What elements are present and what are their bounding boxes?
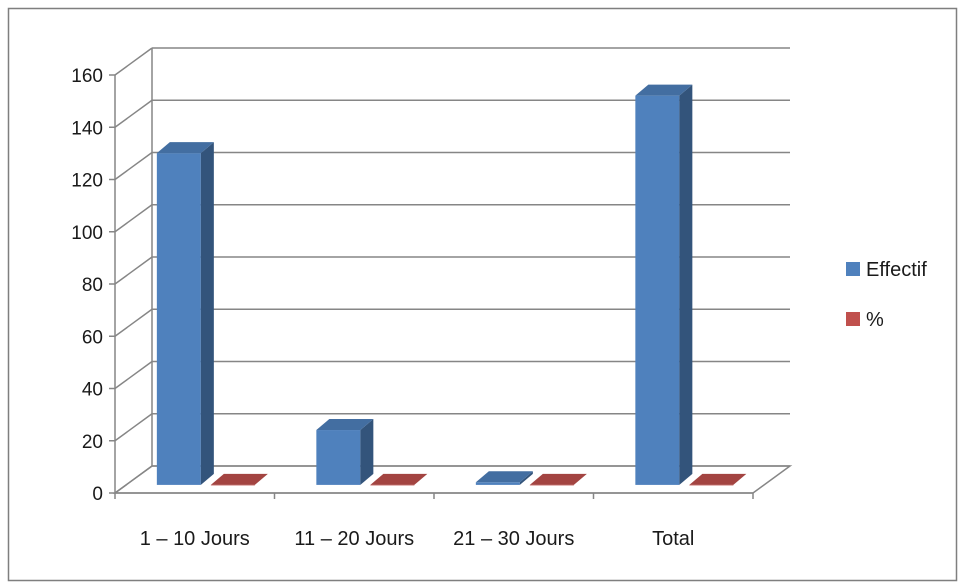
gridline-side <box>114 151 153 181</box>
legend-swatch <box>846 262 860 276</box>
bar-front <box>210 484 255 486</box>
bar <box>475 471 533 485</box>
bar-side <box>200 142 214 485</box>
legend-label: % <box>866 309 884 331</box>
y-tick-label: 20 <box>82 432 103 453</box>
bar-front <box>689 484 734 486</box>
chart-border <box>7 7 958 582</box>
bar-top <box>210 473 268 485</box>
bar-top <box>475 471 533 483</box>
bar <box>316 419 374 485</box>
bars <box>156 84 747 486</box>
bar-top <box>529 473 587 485</box>
x-axis-ticks: 1 – 10 Jours 11 – 20 Jours 21 – 30 Jours To… <box>114 493 754 550</box>
x-tick-label: 11 – 20 Jours <box>294 528 414 550</box>
bar <box>156 142 214 485</box>
bar-front <box>156 153 201 485</box>
bar <box>689 473 747 486</box>
legend-item: Effectif <box>846 259 927 281</box>
legend-label: Effectif <box>866 259 927 281</box>
x-tick-label: 21 – 30 Jours <box>453 528 574 550</box>
y-tick-label: 0 <box>92 484 103 505</box>
bar-top <box>635 84 693 96</box>
bar-side <box>360 419 374 485</box>
bar-side <box>519 471 533 485</box>
y-tick-label: 40 <box>82 380 103 401</box>
y-tick-label: 60 <box>82 327 103 348</box>
gridline-side <box>114 413 153 442</box>
y-tick-label: 80 <box>82 275 103 296</box>
bar-front <box>635 95 680 485</box>
bar <box>210 473 268 486</box>
bar-top <box>156 142 214 154</box>
bar <box>635 84 693 485</box>
y-tick-label: 160 <box>71 66 103 87</box>
gridline-side <box>114 204 153 233</box>
y-tick-label: 120 <box>71 171 103 192</box>
bar-front <box>475 482 520 485</box>
gridline-side <box>114 308 153 337</box>
bar-top <box>689 473 747 485</box>
bar-side <box>679 84 693 485</box>
legend-item: % <box>846 309 884 331</box>
gridline-side <box>114 99 153 128</box>
y-tick-label: 140 <box>71 118 103 139</box>
bar-front <box>316 430 361 485</box>
y-tick-label: 100 <box>71 223 103 244</box>
gridline-side <box>114 47 153 76</box>
gridline-side <box>114 256 153 285</box>
x-tick-label: Total <box>652 528 694 550</box>
gridline-side <box>114 360 153 390</box>
legend-swatch <box>846 312 860 326</box>
gridline-side <box>114 465 153 494</box>
bar-front <box>529 484 574 486</box>
x-tick-label: 1 – 10 Jours <box>140 528 250 550</box>
bar-top <box>370 473 428 485</box>
y-axis-ticks: 0 20 40 60 80 100 120 140 160 <box>71 66 115 505</box>
bar-front <box>370 484 415 486</box>
legend: Effectif% <box>846 259 927 331</box>
bar <box>529 473 587 486</box>
bar <box>370 473 428 486</box>
bar-top <box>316 419 374 431</box>
